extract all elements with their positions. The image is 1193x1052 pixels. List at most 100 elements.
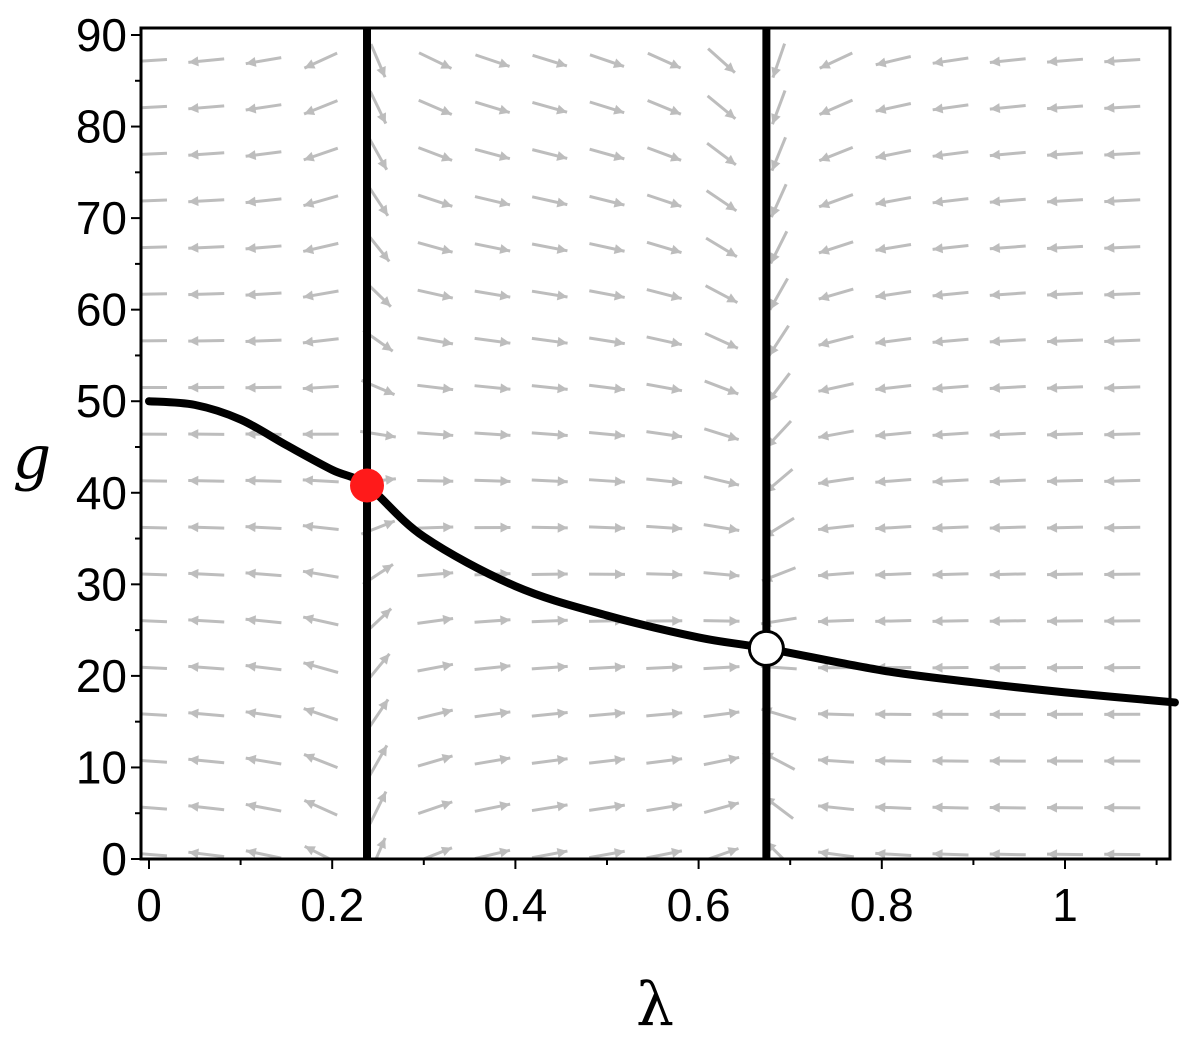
field-arrow-head <box>245 196 257 207</box>
field-arrow-head <box>443 522 454 533</box>
field-arrow-head <box>671 708 683 719</box>
field-arrow-head <box>442 661 453 672</box>
field-arrow-head <box>303 707 315 717</box>
field-arrow-head <box>932 103 944 114</box>
field-arrow-head <box>989 382 1001 393</box>
field-arrow-head <box>875 243 887 254</box>
field-arrow-head <box>614 708 625 719</box>
field-arrow-head <box>819 59 831 69</box>
field-arrow-head <box>499 197 511 208</box>
field-arrow-head <box>380 296 391 307</box>
field-arrow-head <box>1104 802 1115 813</box>
curve-layer <box>145 397 1179 707</box>
y-tick-label: 70 <box>76 192 127 244</box>
field-arrow-head <box>729 570 740 580</box>
field-arrow-head <box>245 847 257 858</box>
field-arrow-head <box>378 204 388 216</box>
field-arrow-head <box>556 197 568 208</box>
field-arrow-head <box>875 848 886 859</box>
field-arrow <box>141 619 168 624</box>
field-arrow-head <box>245 382 256 393</box>
field-arrow-head <box>932 243 944 254</box>
field-arrow-head <box>379 653 390 665</box>
field-arrow-head <box>499 336 511 347</box>
field-arrow-head <box>303 151 315 162</box>
field-arrow-head <box>440 105 452 116</box>
field-arrow-head <box>671 476 683 487</box>
field-arrow-head <box>670 337 682 348</box>
field-arrow-head <box>499 383 511 394</box>
field-arrow-head <box>376 112 386 124</box>
field-arrow-head <box>932 802 943 813</box>
field-arrow-head <box>1104 709 1115 720</box>
field-arrow-head <box>1047 522 1058 533</box>
field-arrow-head <box>1047 709 1058 720</box>
field-arrow-head <box>1047 196 1058 207</box>
field-arrow-head <box>670 244 682 255</box>
field-arrow-head <box>729 662 740 673</box>
field-arrow-head <box>729 616 740 627</box>
y-tick-label: 30 <box>76 558 127 610</box>
field-arrow <box>141 665 168 671</box>
field-arrow-head <box>557 615 568 626</box>
field-arrow-head <box>875 57 887 68</box>
field-arrow-head <box>989 196 1001 207</box>
field-arrow-head <box>441 753 453 764</box>
field-arrow-head <box>188 568 199 579</box>
field-arrow-head <box>671 430 683 441</box>
field-arrow-head <box>819 152 831 162</box>
field-arrow-head <box>188 335 199 346</box>
field-arrow-head <box>613 104 625 115</box>
field-arrow-head <box>614 569 625 580</box>
field-arrow-head <box>614 522 625 533</box>
field-arrow-head <box>442 568 454 579</box>
field-arrow-head <box>932 476 943 487</box>
field-arrow-head <box>613 197 625 208</box>
field-arrow-head <box>875 197 887 208</box>
field-arrow-head <box>188 755 199 766</box>
x-tick-label: 0.6 <box>667 879 731 931</box>
field-arrow-head <box>557 662 568 673</box>
field-arrow-head <box>188 475 199 486</box>
field-arrow-head <box>1104 149 1115 160</box>
field-arrow-head <box>303 614 315 625</box>
field-arrow-head <box>499 661 511 672</box>
field-arrow-head <box>188 801 199 812</box>
field-arrow-head <box>188 382 199 393</box>
field-arrow-head <box>1104 56 1115 67</box>
field-arrow-head <box>989 336 1001 347</box>
field-arrow-head <box>989 802 1000 813</box>
field-arrow-head <box>932 56 944 67</box>
field-arrow-head <box>1104 289 1115 300</box>
field-arrow-head <box>441 800 453 810</box>
field-arrow-head <box>669 152 682 162</box>
field-arrow-head <box>1104 336 1115 347</box>
field-arrow-head <box>932 429 943 440</box>
field-arrow-head <box>612 58 625 68</box>
unstable-fixed-point <box>747 629 785 667</box>
field-arrow-head <box>727 385 739 396</box>
field-arrow-head <box>376 66 386 78</box>
field-arrow-head <box>875 709 886 720</box>
field-arrow-head <box>932 383 943 394</box>
field-arrow-head <box>614 337 625 347</box>
nullclines <box>363 28 771 859</box>
field-arrow-head <box>875 802 886 813</box>
field-arrow-head <box>672 615 683 626</box>
field-arrow-head <box>383 386 395 396</box>
field-arrow-head <box>245 661 257 672</box>
field-arrow-head <box>818 430 830 441</box>
field-arrow-head <box>379 250 390 262</box>
field-arrow-head <box>1104 569 1115 580</box>
field-arrow-head <box>557 569 568 580</box>
field-arrow-head <box>1047 149 1058 160</box>
field-arrow <box>141 58 168 63</box>
field-arrow-head <box>727 431 739 442</box>
field-arrow-head <box>442 614 454 625</box>
field-arrow-head <box>441 244 453 255</box>
field-arrow-head <box>188 149 199 160</box>
y-axis-title: g <box>13 423 51 493</box>
field-arrow-head <box>728 523 740 534</box>
field-arrow-head <box>932 849 943 859</box>
field-arrow <box>141 525 168 530</box>
